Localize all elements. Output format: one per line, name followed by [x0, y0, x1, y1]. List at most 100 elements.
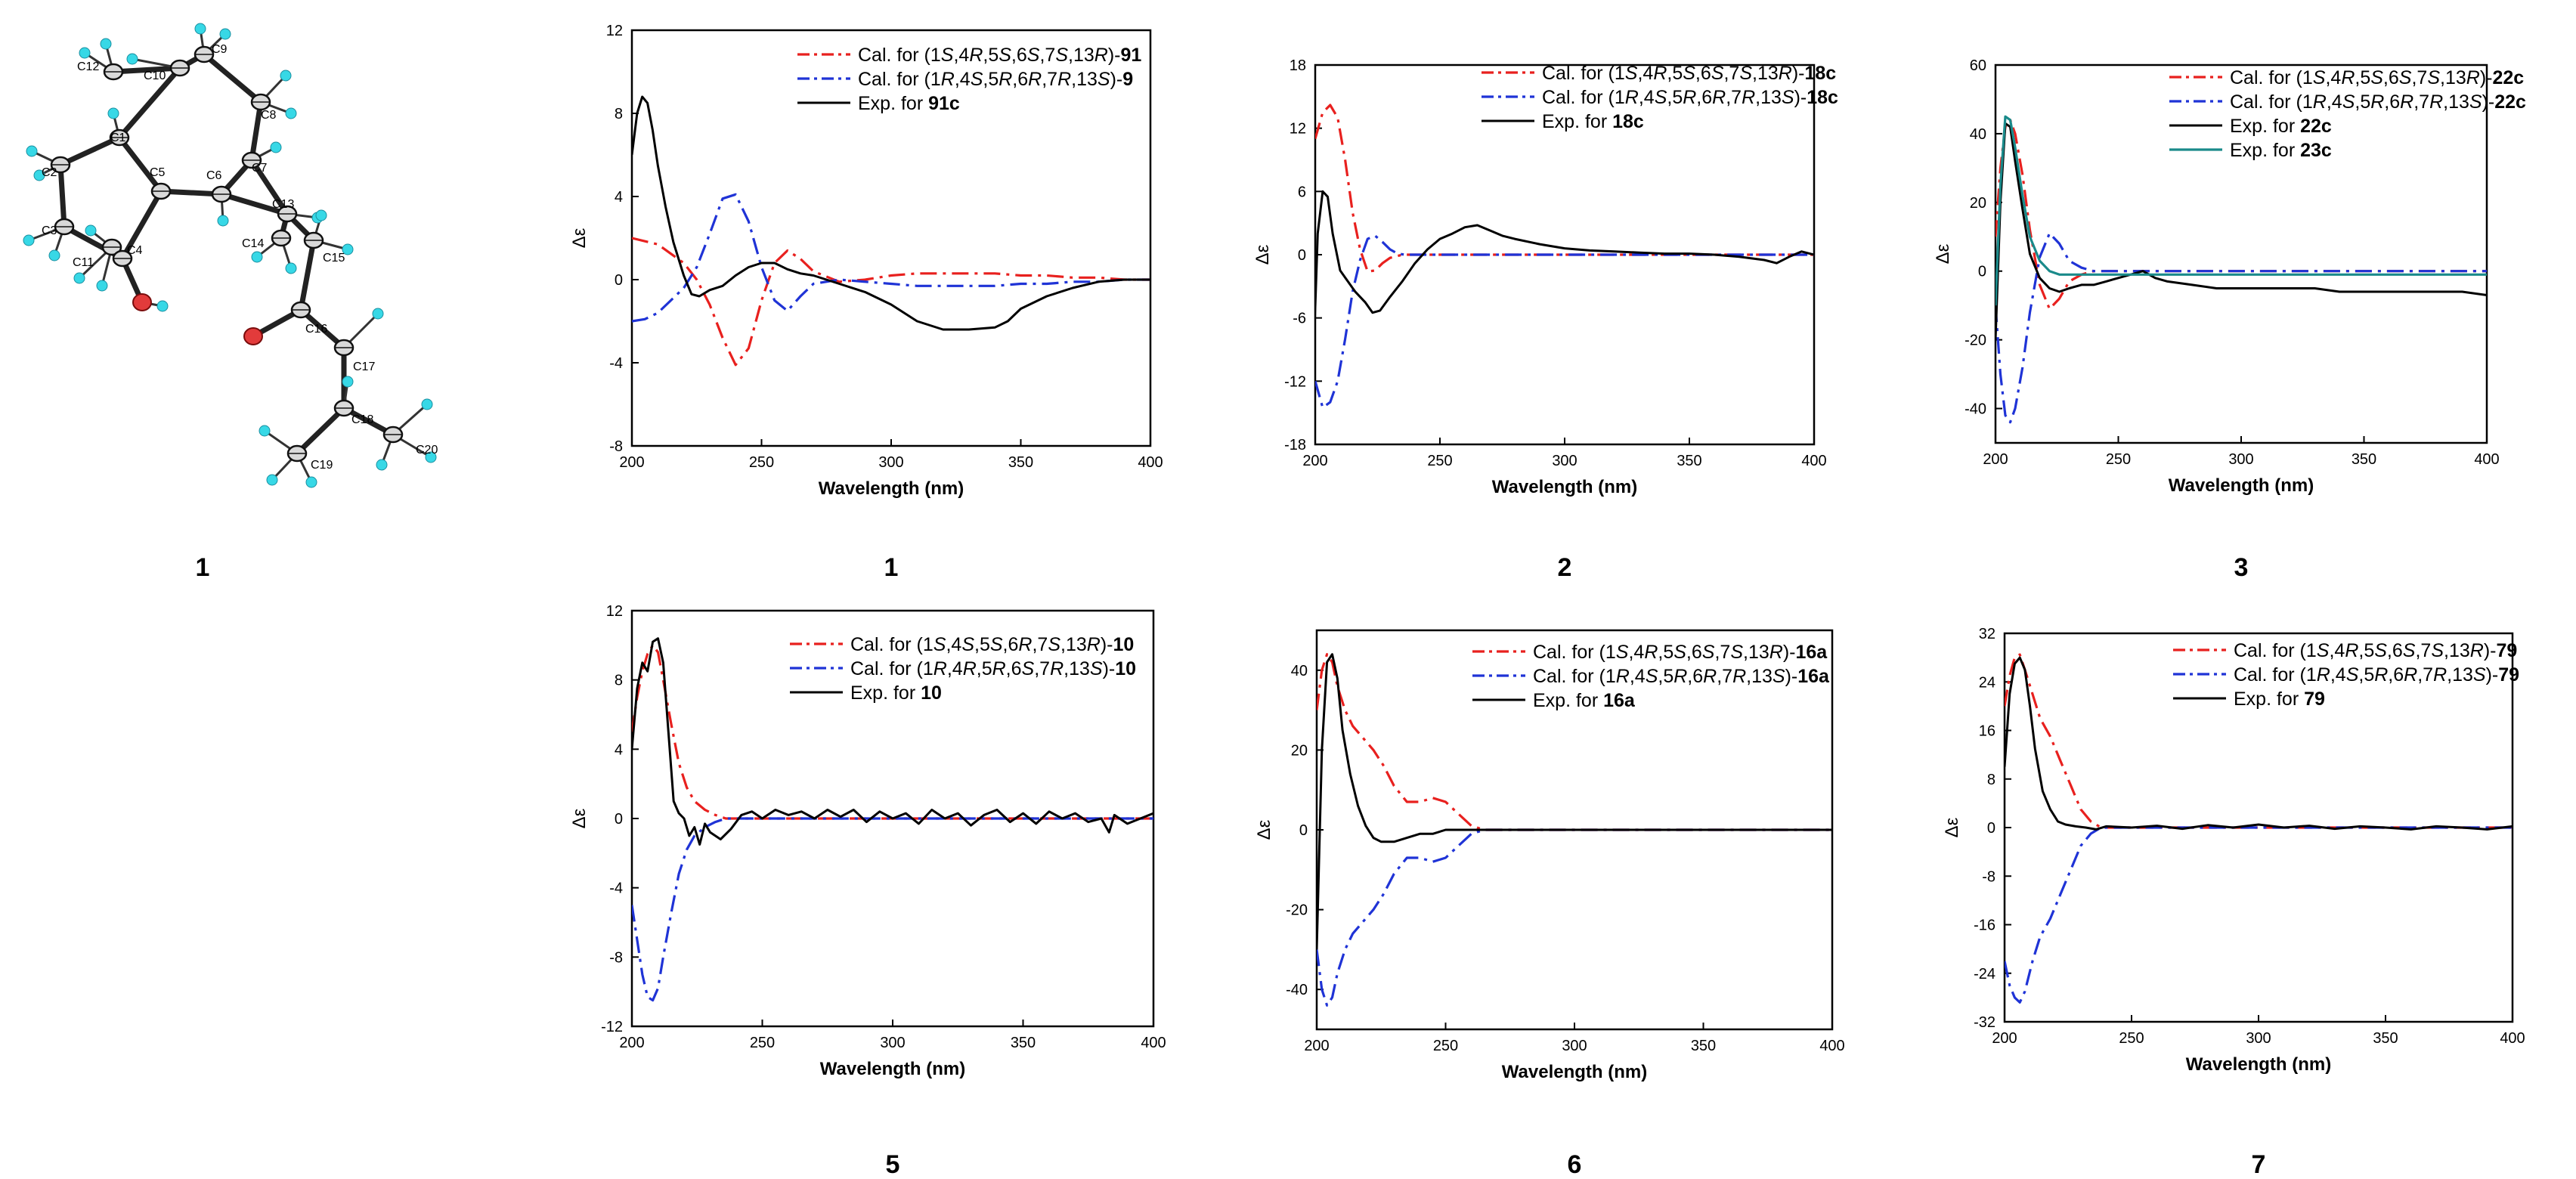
- x-tick-label: 350: [2373, 1030, 2398, 1047]
- legend-entry: Exp. for 22c: [2230, 116, 2332, 137]
- x-tick-label: 200: [1983, 451, 2008, 468]
- y-tick-label: 16: [1979, 723, 1995, 740]
- atom-label: C17: [353, 361, 375, 373]
- x-axis-title: Wavelength (nm): [820, 1059, 965, 1079]
- hydrogen-atom: [96, 280, 108, 292]
- cd-chart-7: 200 250 300 350 400 -32 -24 -16 -8 0 8 16 24 32 Wavele…: [1942, 626, 2525, 1179]
- legend-entry: Cal. for (1S,4R,5S,6S,7S,13R)-22c: [2230, 67, 2524, 88]
- x-tick-label: 300: [1552, 453, 1577, 469]
- panel-number: 2: [1558, 553, 1572, 582]
- x-axis-title: Wavelength (nm): [1502, 1062, 1647, 1082]
- bond: [119, 188, 164, 261]
- legend-entry: Cal. for (1R,4S,5R,6R,7R,13S)-9: [858, 69, 1133, 90]
- legend-entry: Cal. for (1R,4S,5R,6R,7R,13S)-16a: [1533, 666, 1830, 687]
- bond: [249, 157, 290, 217]
- atom-label: C19: [311, 459, 333, 472]
- oxygen-atom: [132, 293, 152, 311]
- x-tick-label: 400: [2474, 451, 2499, 468]
- x-tick-label: 350: [2352, 451, 2376, 468]
- legend-entry: Exp. for 16a: [1533, 690, 1636, 711]
- y-tick-label: 60: [1970, 57, 1986, 74]
- y-axis-title: Δε: [569, 808, 590, 828]
- series-line-3: [1995, 122, 2487, 340]
- legend-entry: Exp. for 23c: [2230, 140, 2332, 161]
- panel-number: 6: [1568, 1150, 1582, 1179]
- hydrogen-atom: [107, 107, 119, 119]
- x-tick-label: 400: [1138, 454, 1163, 471]
- hydrogen-atom: [259, 425, 271, 437]
- panel-number: 7: [2252, 1150, 2266, 1179]
- hydrogen-atom: [156, 300, 169, 312]
- y-tick-label: -32: [1974, 1014, 1995, 1031]
- hydrogen-atom: [270, 141, 282, 153]
- y-tick-label: 6: [1298, 184, 1306, 200]
- y-tick-label: 24: [1979, 674, 1995, 691]
- x-axis-title: Wavelength (nm): [1492, 477, 1637, 497]
- hydrogen-atom: [219, 28, 231, 40]
- y-tick-label: -6: [1293, 311, 1306, 327]
- x-tick-label: 250: [2106, 451, 2131, 468]
- atom-label: C12: [77, 60, 99, 73]
- hydrogen-atom: [266, 474, 278, 486]
- crystal-structure-drawing: C12 C10 C9 C8 C1 C7 C2 C5 C6 C13 C3 C14 C15 C11 C4 C16 C…: [23, 23, 438, 488]
- series-line-2: [2005, 826, 2513, 1004]
- y-tick-label: 0: [615, 811, 623, 828]
- x-tick-label: 400: [1819, 1038, 1844, 1054]
- y-tick-label: 12: [606, 23, 623, 39]
- structure-panel-number: 1: [196, 553, 210, 582]
- y-tick-label: 0: [1978, 264, 1986, 280]
- legend-entry: Cal. for (1R,4R,5R,6S,7R,13S)-10: [850, 658, 1136, 679]
- hydrogen-atom: [48, 249, 60, 261]
- x-tick-label: 250: [750, 1035, 775, 1051]
- series-line-2: [632, 817, 1153, 1002]
- x-tick-label: 400: [2500, 1030, 2525, 1047]
- x-tick-label: 250: [1427, 453, 1452, 469]
- hydrogen-atom: [23, 234, 35, 246]
- x-tick-label: 200: [619, 1035, 644, 1051]
- hydrogen-atom: [315, 209, 327, 221]
- bond: [218, 191, 290, 217]
- x-tick-label: 300: [2246, 1030, 2271, 1047]
- hydrogen-atom: [280, 70, 292, 82]
- bond: [298, 307, 347, 351]
- atom-label: C2: [42, 166, 57, 179]
- hydrogen-atom: [421, 398, 433, 410]
- x-tick-label: 350: [1011, 1035, 1036, 1051]
- y-tick-label: -4: [609, 355, 623, 372]
- x-tick-label: 300: [880, 1035, 905, 1051]
- x-tick-label: 300: [1562, 1038, 1587, 1054]
- bond: [158, 188, 224, 197]
- y-axis-title: Δε: [1254, 819, 1274, 840]
- x-tick-label: 250: [1433, 1038, 1458, 1054]
- y-tick-label: 0: [1987, 820, 1995, 837]
- atom-label: C7: [252, 162, 268, 175]
- series-line-1: [1317, 653, 1832, 831]
- y-tick-label: 18: [1290, 57, 1306, 74]
- bond: [294, 405, 347, 456]
- hydrogen-atom: [425, 451, 437, 463]
- hydrogen-atom: [26, 145, 38, 157]
- y-tick-label: 32: [1979, 626, 1995, 642]
- hydrogen-atom: [342, 376, 354, 388]
- hydrogen-atom: [376, 459, 388, 471]
- legend-entry: Cal. for (1R,4S,5R,6R,7R,13S)-79: [2234, 664, 2519, 685]
- series-line-4: [1995, 115, 2487, 306]
- atom-label: C14: [242, 237, 264, 250]
- atom-label: C1: [110, 132, 126, 144]
- legend-entry: Cal. for (1S,4R,5S,6S,7S,13R)-91: [858, 45, 1141, 66]
- atom-label: C10: [144, 70, 166, 82]
- hydrogen-atom: [251, 251, 263, 263]
- x-tick-label: 400: [1141, 1035, 1166, 1051]
- x-tick-label: 350: [1008, 454, 1033, 471]
- legend-entry: Cal. for (1S,4R,5S,6S,7S,13R)-16a: [1533, 642, 1828, 663]
- hydrogen-atom: [285, 107, 297, 119]
- atom-label: C6: [206, 169, 222, 182]
- bond: [249, 99, 264, 163]
- atom-label: C8: [261, 109, 277, 122]
- hydrogen-atom: [342, 243, 354, 255]
- hydrogen-atom: [194, 23, 206, 35]
- x-tick-label: 250: [2119, 1030, 2144, 1047]
- y-tick-label: 8: [1987, 772, 1995, 788]
- hydrogen-atom: [126, 53, 138, 65]
- series-line-3: [632, 95, 1150, 331]
